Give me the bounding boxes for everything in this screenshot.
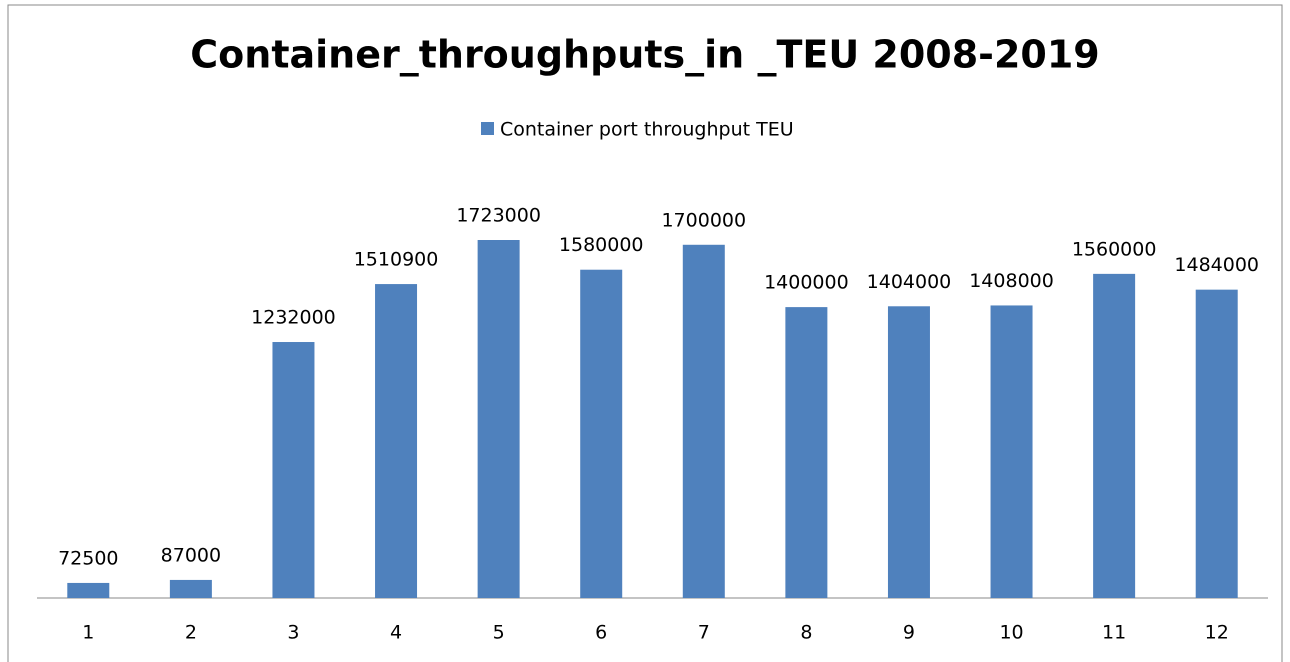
data-label: 1408000	[969, 270, 1054, 292]
bar	[67, 582, 110, 598]
x-tick-label: 1	[82, 622, 94, 644]
data-label: 1560000	[1072, 238, 1157, 260]
data-label: 1404000	[867, 271, 952, 293]
bar	[169, 579, 212, 598]
x-tick-label: 2	[185, 622, 197, 644]
bar	[580, 269, 623, 598]
bar	[682, 244, 725, 598]
x-tick-label: 4	[390, 622, 402, 644]
data-label: 87000	[161, 544, 221, 566]
x-tick-label: 3	[287, 622, 299, 644]
x-tick-label: 9	[903, 622, 915, 644]
x-tick-label: 7	[698, 622, 710, 644]
data-label: 1400000	[764, 272, 849, 294]
x-tick-label: 11	[1102, 622, 1126, 644]
bar	[375, 284, 418, 598]
x-tick-label: 10	[999, 622, 1023, 644]
data-label: 1484000	[1174, 254, 1259, 276]
bar	[887, 306, 930, 598]
data-label: 1232000	[251, 307, 336, 329]
x-tick-label: 12	[1205, 622, 1229, 644]
data-label: 1580000	[559, 234, 644, 256]
bar	[1093, 273, 1136, 598]
data-label: 1510900	[354, 249, 439, 271]
x-tick-label: 6	[595, 622, 607, 644]
legend-label: Container port throughput TEU	[500, 119, 794, 141]
bar	[990, 305, 1033, 598]
chart-frame	[7, 4, 1283, 662]
bar	[477, 240, 520, 598]
legend-swatch	[481, 122, 494, 135]
x-tick-label: 5	[493, 622, 505, 644]
data-label: 72500	[58, 547, 118, 569]
data-label: 1700000	[661, 209, 746, 231]
bar	[785, 307, 828, 598]
bar	[272, 342, 315, 598]
chart-title: Container_throughputs_in _TEU 2008-2019	[190, 33, 1099, 77]
data-label: 1723000	[456, 205, 541, 227]
bar	[1195, 289, 1238, 598]
x-tick-label: 8	[800, 622, 812, 644]
